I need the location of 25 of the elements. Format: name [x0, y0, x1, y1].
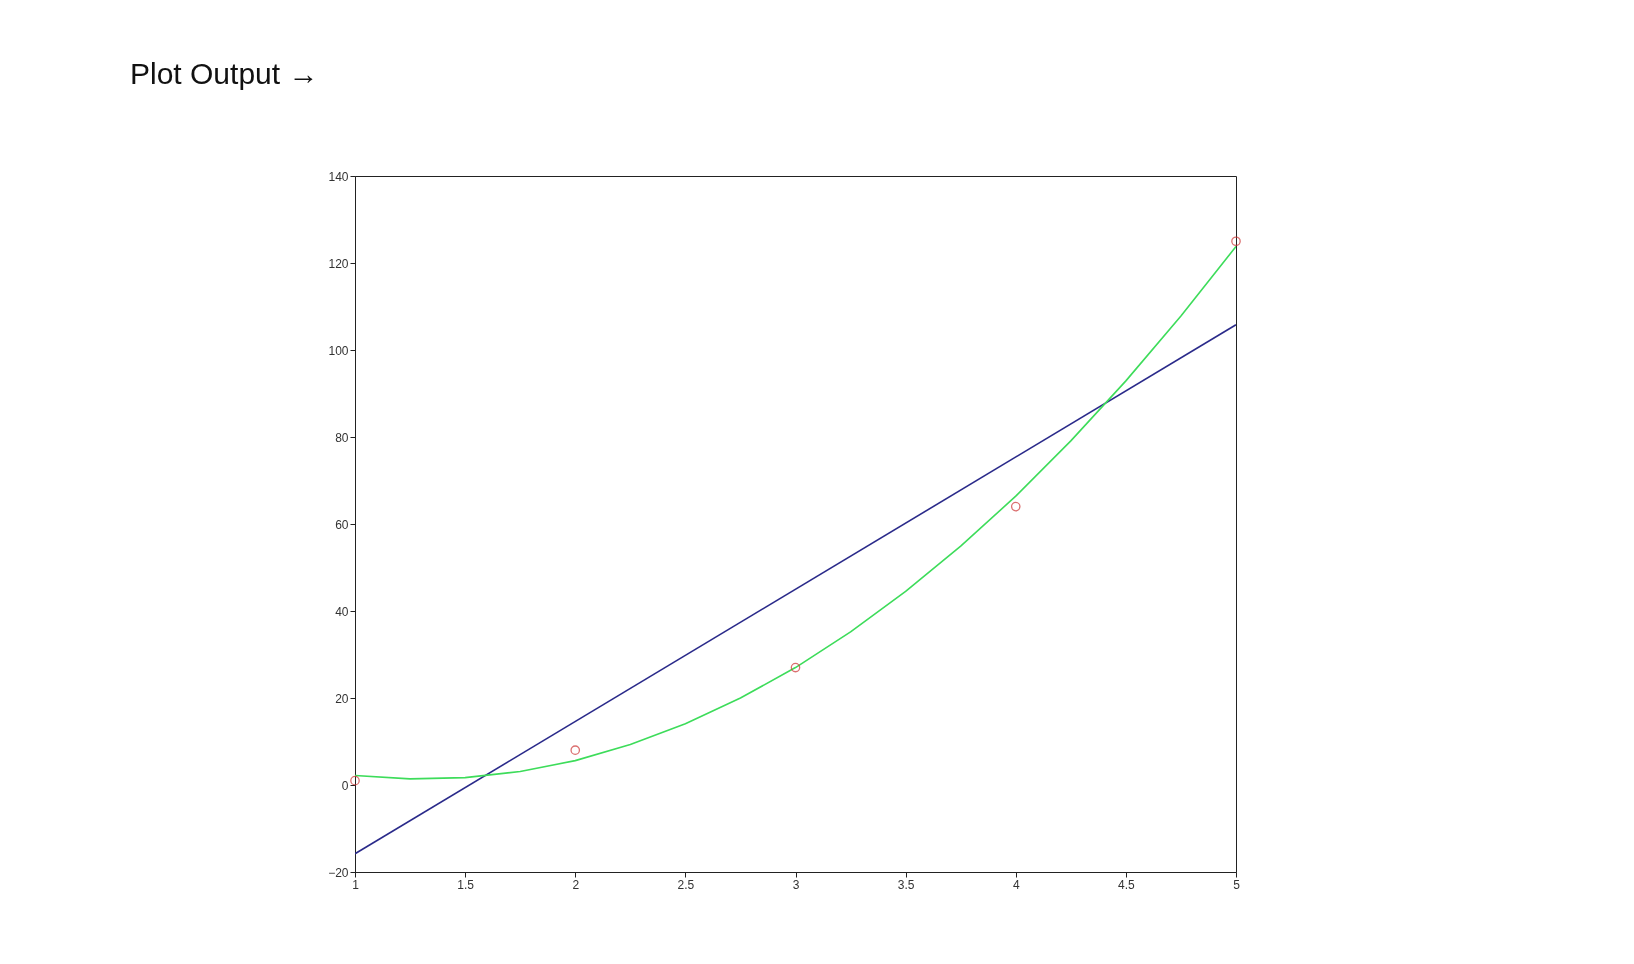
line-series: [355, 245, 1236, 780]
y-tick-label: 120: [328, 256, 349, 271]
y-tick-label: 140: [328, 169, 349, 184]
x-tick-label: 1.5: [457, 877, 475, 892]
y-tick-label: 100: [328, 343, 349, 358]
point: [790, 662, 801, 673]
y-tick-label: 80: [335, 430, 349, 445]
x-tick-label: 3.5: [897, 877, 915, 892]
x-tick-label: 5: [1233, 877, 1241, 892]
x-tick-label: 4: [1012, 877, 1020, 892]
y-tick-label: 0: [341, 778, 349, 793]
x-tick-label: 2.5: [677, 877, 695, 892]
y-tick-label: 60: [335, 517, 349, 532]
point: [350, 775, 360, 786]
x-tick-label: 1: [352, 877, 360, 892]
y-tick-label: −20: [328, 865, 349, 880]
point: [1231, 236, 1241, 247]
chart-title: Plot Output →: [130, 57, 319, 90]
x-tick-label: 3: [792, 877, 800, 892]
y-tick-label: 20: [335, 691, 349, 706]
point: [1010, 501, 1021, 512]
point: [570, 745, 581, 756]
x-tick-label: 4.5: [1118, 877, 1136, 892]
x-tick-label: 2: [572, 877, 580, 892]
y-tick-label: 40: [335, 604, 349, 619]
